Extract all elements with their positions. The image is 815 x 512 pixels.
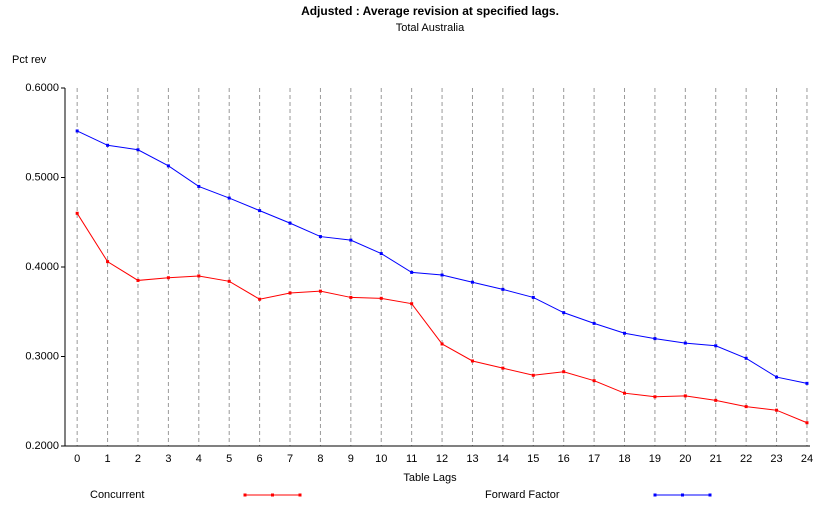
x-tick-label: 20	[679, 453, 691, 465]
legend-marker	[271, 493, 274, 497]
point	[440, 342, 444, 346]
point	[653, 395, 657, 399]
x-tick-label: 11	[406, 453, 417, 465]
x-tick-label: 14	[497, 453, 509, 465]
point	[744, 405, 748, 409]
point	[592, 379, 596, 383]
point	[714, 344, 718, 348]
legend-marker	[298, 493, 302, 497]
x-tick-label: 9	[348, 453, 354, 465]
point	[227, 279, 231, 283]
point	[166, 164, 170, 168]
x-tick-label: 24	[801, 453, 813, 465]
point	[106, 260, 110, 264]
x-tick-label: 22	[740, 453, 752, 465]
point	[349, 295, 353, 299]
x-tick-label: 7	[287, 453, 293, 465]
point	[288, 291, 292, 295]
point	[349, 238, 353, 242]
point	[562, 311, 566, 315]
y-tick-label: 0.5000	[25, 171, 59, 183]
point	[410, 270, 414, 274]
x-tick-label: 17	[588, 453, 600, 465]
x-tick-label: 6	[257, 453, 263, 465]
point	[410, 302, 414, 306]
y-tick-label: 0.4000	[25, 261, 59, 273]
point	[197, 184, 201, 188]
point	[288, 221, 292, 225]
point	[714, 398, 718, 402]
x-tick-label: 0	[74, 453, 80, 465]
point	[379, 296, 383, 300]
legend-marker	[243, 493, 247, 497]
x-tick-label: 16	[558, 453, 570, 465]
point	[318, 289, 322, 293]
point	[623, 331, 627, 335]
x-tick-label: 13	[466, 453, 478, 465]
point	[775, 408, 779, 412]
x-axis-label: Table Lags	[403, 472, 457, 484]
point	[75, 129, 79, 133]
point	[379, 252, 383, 256]
point	[470, 280, 474, 284]
legend-label: Concurrent	[90, 489, 144, 501]
legend-marker	[653, 493, 657, 497]
point	[106, 143, 110, 147]
point	[501, 287, 505, 291]
x-tick-label: 10	[375, 453, 387, 465]
point	[683, 341, 687, 345]
x-tick-label: 12	[436, 453, 448, 465]
point	[805, 381, 809, 385]
x-tick-label: 21	[710, 453, 722, 465]
x-tick-label: 5	[226, 453, 232, 465]
y-tick-label: 0.3000	[25, 350, 59, 362]
point	[470, 359, 474, 363]
point	[653, 337, 657, 341]
chart-subtitle: Total Australia	[396, 22, 465, 34]
legend-marker	[708, 493, 712, 497]
point	[531, 295, 535, 299]
point	[501, 366, 505, 370]
point	[805, 421, 809, 425]
point	[75, 211, 79, 215]
x-tick-label: 2	[135, 453, 141, 465]
point	[318, 235, 322, 239]
point	[166, 276, 170, 280]
point	[623, 391, 627, 395]
x-tick-label: 23	[770, 453, 782, 465]
x-tick-label: 19	[649, 453, 661, 465]
point	[227, 196, 231, 200]
point	[683, 394, 687, 398]
legend-marker	[681, 493, 684, 497]
point	[440, 273, 444, 277]
point	[136, 278, 140, 282]
x-tick-label: 8	[317, 453, 323, 465]
y-axis-label: Pct rev	[12, 54, 47, 66]
point	[592, 321, 596, 325]
point	[744, 356, 748, 360]
x-tick-label: 4	[196, 453, 202, 465]
point	[531, 373, 535, 377]
x-tick-label: 15	[527, 453, 539, 465]
legend-label: Forward Factor	[485, 489, 560, 501]
y-tick-label: 0.6000	[25, 82, 59, 94]
point	[775, 375, 779, 379]
x-tick-label: 1	[105, 453, 111, 465]
point	[562, 370, 566, 374]
x-tick-label: 3	[165, 453, 171, 465]
point	[197, 274, 201, 278]
point	[258, 297, 262, 301]
chart-title: Adjusted : Average revision at specified…	[301, 4, 559, 18]
point	[136, 148, 140, 152]
point	[258, 209, 262, 213]
y-tick-label: 0.2000	[25, 440, 59, 452]
x-tick-label: 18	[618, 453, 630, 465]
